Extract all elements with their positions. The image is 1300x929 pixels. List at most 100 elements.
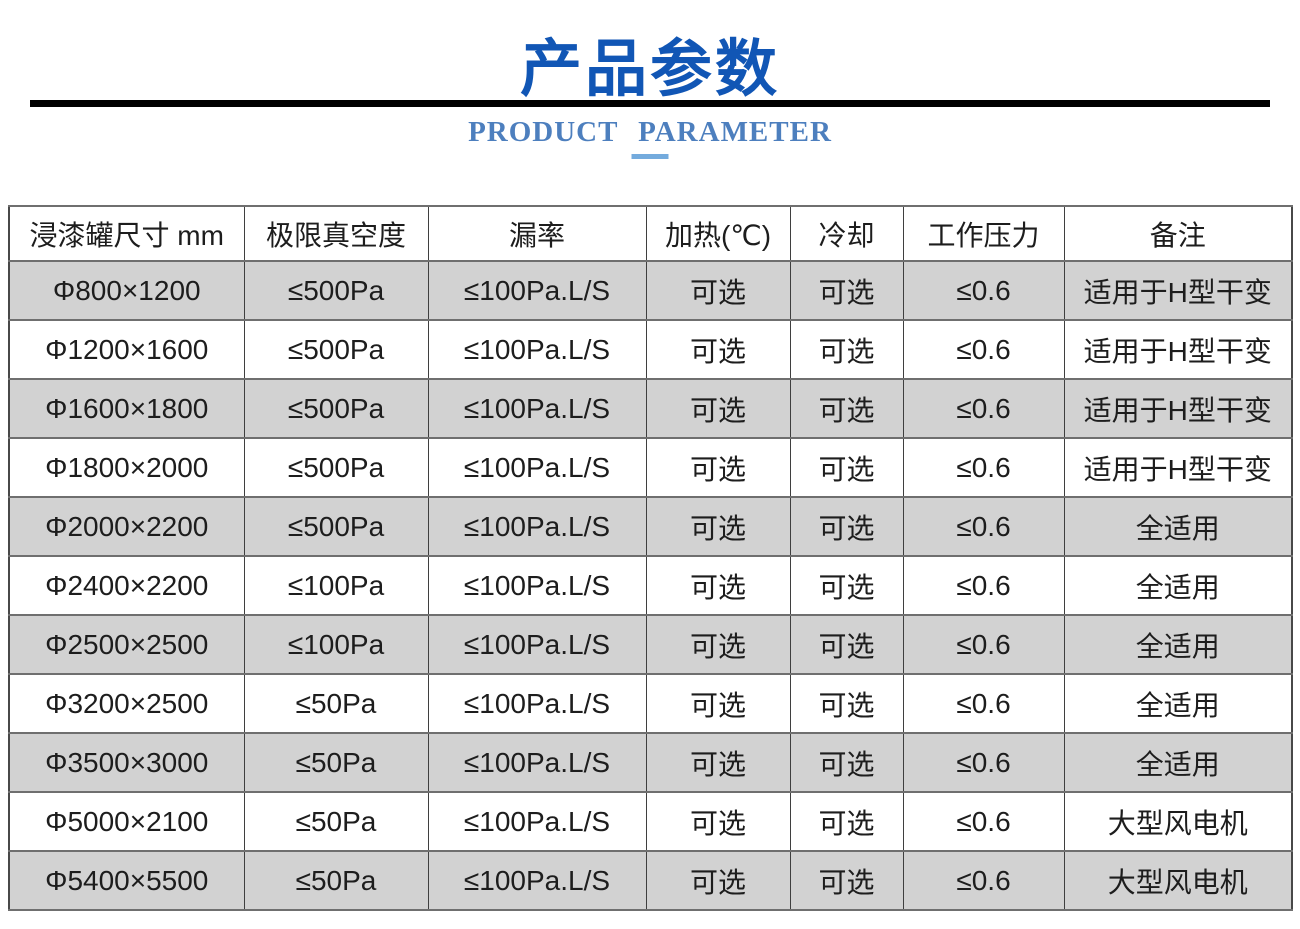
table-cell: ≤50Pa [243,791,429,852]
table-cell: ≤100Pa.L/S [427,673,647,734]
table-cell: ≤100Pa.L/S [427,437,647,498]
table-cell: Φ5400×5500 [8,850,245,911]
table-row: Φ5400×5500 ≤50Pa ≤100Pa.L/S 可选 可选 ≤0.6 大型风电机 [8,850,1293,911]
table-cell: 全适用 [1063,732,1293,793]
table-cell: ≤50Pa [243,850,429,911]
table-cell: 适用于H型干变 [1063,378,1293,439]
table-row: Φ1800×2000 ≤500Pa ≤100Pa.L/S 可选 可选 ≤0.6 适用于H型干… [8,437,1293,498]
table-cell: 适用于H型干变 [1063,437,1293,498]
table-cell: 可选 [789,614,904,675]
table-row: Φ1600×1800 ≤500Pa ≤100Pa.L/S 可选 可选 ≤0.6 适用于H型干… [8,378,1293,439]
table-cell: ≤100Pa.L/S [427,555,647,616]
table-row: Φ800×1200 ≤500Pa ≤100Pa.L/S 可选 可选 ≤0.6 适用于H型干变 [8,260,1293,321]
column-header: 冷却 [789,205,904,262]
table-cell: 可选 [645,378,791,439]
product-parameters-table: 浸漆罐尺寸 mm 极限真空度 漏率 加热(℃) 冷却 工作压力 备注 Φ800×1200 ≤5… [8,205,1293,911]
table-cell: ≤0.6 [902,437,1065,498]
table-cell: 可选 [789,496,904,557]
table-cell: ≤0.6 [902,732,1065,793]
table-row: Φ2000×2200 ≤500Pa ≤100Pa.L/S 可选 可选 ≤0.6 全适用 [8,496,1293,557]
table-cell: ≤0.6 [902,850,1065,911]
table-cell: 可选 [645,673,791,734]
table-cell: 适用于H型干变 [1063,260,1293,321]
table-cell: Φ2400×2200 [8,555,245,616]
table-cell: ≤50Pa [243,732,429,793]
table-cell: 可选 [645,791,791,852]
table-cell: Φ3200×2500 [8,673,245,734]
table-cell: 可选 [645,614,791,675]
table-cell: ≤100Pa.L/S [427,791,647,852]
table-header-row: 浸漆罐尺寸 mm 极限真空度 漏率 加热(℃) 冷却 工作压力 备注 [8,205,1293,262]
table-cell: ≤500Pa [243,437,429,498]
table-cell: ≤100Pa.L/S [427,496,647,557]
column-header: 漏率 [427,205,647,262]
table-cell: ≤0.6 [902,555,1065,616]
table-cell: 可选 [645,496,791,557]
column-header: 加热(℃) [645,205,791,262]
column-header: 工作压力 [902,205,1065,262]
table-cell: ≤100Pa [243,555,429,616]
table-cell: ≤500Pa [243,378,429,439]
table-cell: Φ2500×2500 [8,614,245,675]
table-cell: 大型风电机 [1063,850,1293,911]
table-cell: ≤100Pa.L/S [427,378,647,439]
table-cell: ≤0.6 [902,496,1065,557]
table-cell: 可选 [645,555,791,616]
table-cell: 可选 [789,673,904,734]
table-cell: ≤100Pa.L/S [427,732,647,793]
table-cell: Φ1200×1600 [8,319,245,380]
table-cell: 可选 [789,732,904,793]
page-subtitle: PRODUCT PARAMETER [468,116,832,148]
column-header: 备注 [1063,205,1293,262]
table-cell: 可选 [645,850,791,911]
table-cell: 大型风电机 [1063,791,1293,852]
table-cell: Φ3500×3000 [8,732,245,793]
table-cell: ≤0.6 [902,260,1065,321]
table-cell: Φ800×1200 [8,260,245,321]
table-cell: 可选 [645,260,791,321]
table-cell: ≤0.6 [902,673,1065,734]
table-cell: 可选 [789,260,904,321]
divider-line [30,100,1270,107]
table-cell: 可选 [645,732,791,793]
table-cell: 全适用 [1063,614,1293,675]
table-cell: Φ1800×2000 [8,437,245,498]
table-row: Φ3200×2500 ≤50Pa ≤100Pa.L/S 可选 可选 ≤0.6 全适用 [8,673,1293,734]
table-cell: 全适用 [1063,555,1293,616]
table-cell: ≤0.6 [902,614,1065,675]
table-cell: ≤100Pa.L/S [427,319,647,380]
table-row: Φ2500×2500 ≤100Pa ≤100Pa.L/S 可选 可选 ≤0.6 全适用 [8,614,1293,675]
table-cell: ≤100Pa.L/S [427,850,647,911]
accent-underline [631,154,669,159]
table-cell: 全适用 [1063,673,1293,734]
table-cell: ≤100Pa.L/S [427,614,647,675]
column-header: 浸漆罐尺寸 mm [8,205,245,262]
column-header: 极限真空度 [243,205,429,262]
table-row: Φ1200×1600 ≤500Pa ≤100Pa.L/S 可选 可选 ≤0.6 适用于H型干… [8,319,1293,380]
table-row: Φ2400×2200 ≤100Pa ≤100Pa.L/S 可选 可选 ≤0.6 全适用 [8,555,1293,616]
table-cell: 可选 [789,437,904,498]
table-cell: 可选 [645,319,791,380]
table-cell: Φ5000×2100 [8,791,245,852]
table-cell: Φ1600×1800 [8,378,245,439]
table-cell: 可选 [789,378,904,439]
table-cell: ≤100Pa.L/S [427,260,647,321]
table-cell: 可选 [789,850,904,911]
table-cell: 可选 [789,555,904,616]
table-cell: ≤0.6 [902,319,1065,380]
page-title: 产品参数 [519,35,780,104]
table-row: Φ3500×3000 ≤50Pa ≤100Pa.L/S 可选 可选 ≤0.6 全适用 [8,732,1293,793]
table-cell: ≤100Pa [243,614,429,675]
table-cell: Φ2000×2200 [8,496,245,557]
table-cell: ≤500Pa [243,319,429,380]
table-cell: ≤500Pa [243,260,429,321]
table-cell: ≤500Pa [243,496,429,557]
table-cell: 可选 [789,319,904,380]
table-cell: 可选 [789,791,904,852]
table-row: Φ5000×2100 ≤50Pa ≤100Pa.L/S 可选 可选 ≤0.6 大型风电机 [8,791,1293,852]
table-cell: ≤50Pa [243,673,429,734]
table-cell: ≤0.6 [902,378,1065,439]
table-cell: ≤0.6 [902,791,1065,852]
table-cell: 全适用 [1063,496,1293,557]
